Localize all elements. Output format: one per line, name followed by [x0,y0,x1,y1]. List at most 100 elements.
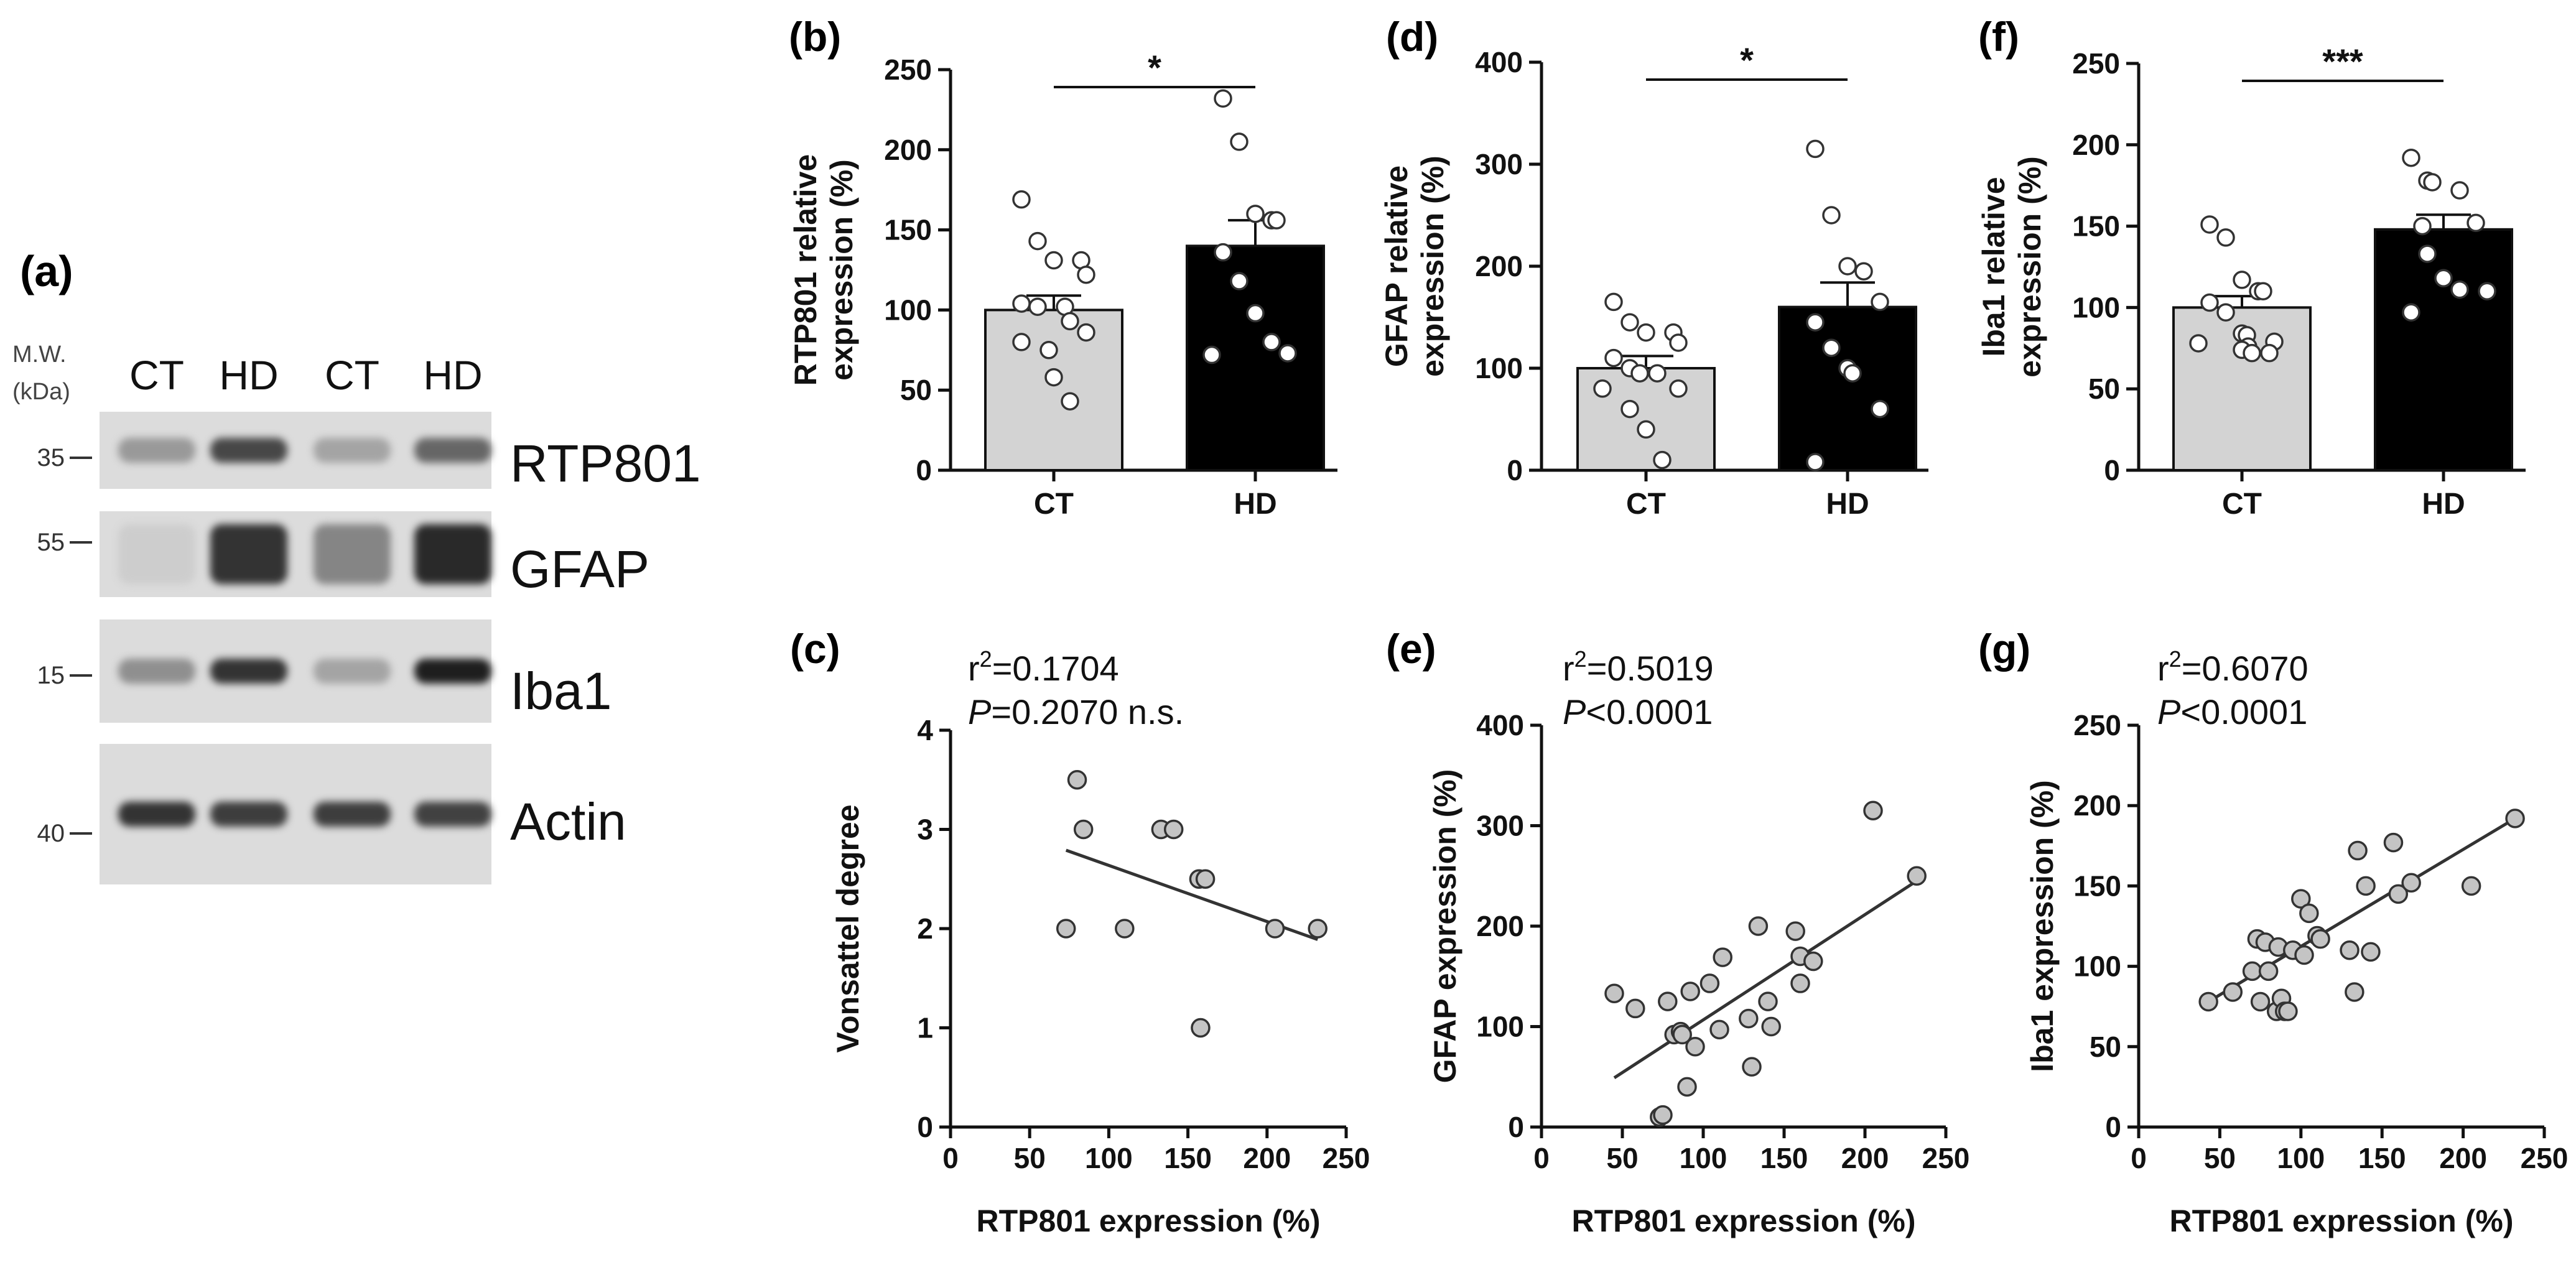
x-tick-label: CT [1626,488,1666,521]
y-tick-label: 50 [900,374,932,406]
y-tick-label: 200 [1476,910,1524,942]
data-point [1803,951,1823,972]
x-tick-label: 200 [1841,1142,1889,1174]
blot-band [118,802,195,827]
x-tick-label: 100 [2277,1142,2325,1174]
y-tick-label: 50 [2090,1031,2121,1063]
regression-line [1613,879,1918,1079]
data-point [2233,271,2251,289]
x-tick-label: 100 [1680,1142,1727,1174]
blot-band [210,438,287,463]
data-point [2450,280,2469,299]
bar-hd [1778,305,1917,471]
chart-b: (b) 0 50 100 150 200 250 RTP801 relativeexpres… [788,14,1337,521]
data-point [1843,364,1862,383]
x-tick-label: HD [1826,488,1869,521]
lane-labels: CT HD CT HD [129,352,483,398]
mw-header: M.W. [12,341,67,368]
data-point [1669,379,1688,398]
data-point [2189,334,2208,353]
data-point [2200,293,2219,312]
data-point [2254,282,2272,300]
data-point [2299,903,2319,924]
x-tick-label: 50 [1606,1142,1638,1174]
r-squared-value: =0.5019 [1587,649,1714,688]
y-axis-label-line: GFAP relative [1379,165,1414,367]
p-value-text: <0.0001 [1586,692,1713,731]
mw-marker: 55 [37,529,65,556]
data-point [2402,303,2420,322]
y-tick-label: 150 [2072,210,2120,243]
blot-band [314,659,391,684]
mw-marker: 35 [37,444,65,471]
data-point [2200,215,2219,234]
y-tick-label: 0 [916,454,932,486]
data-point [1677,1077,1697,1097]
p-value-text: <0.0001 [2180,692,2307,731]
p-symbol: P [1563,692,1586,731]
blot-band [210,659,287,684]
data-point [1680,981,1700,1001]
data-point [1077,323,1095,342]
y-tick-label: 250 [2072,47,2120,80]
y-tick-label: 250 [884,53,932,86]
data-point [1822,338,1841,357]
chart-f: (f) 0 50 100 150 200 250 Iba1 relativeexpressi… [1976,14,2526,521]
bar-hd [2374,228,2513,471]
data-point [1246,304,1265,323]
data-point [2348,840,2368,861]
data-point [2467,213,2485,233]
data-point [1115,919,1135,939]
p-symbol: P [968,692,991,731]
data-point [2216,228,2235,247]
r-squared-symbol: r [1563,649,1574,688]
data-point [1863,800,1883,821]
y-tick-label: 100 [2073,950,2121,983]
x-axis-label: RTP801 expression (%) [2170,1204,2514,1238]
data-point [2260,343,2279,363]
y-axis-label: Iba1 relativeexpression (%) [1976,156,2047,378]
blot-band [118,438,195,463]
data-point [1713,947,1732,967]
data-point [1637,323,1655,342]
p-value: P=0.2070 n.s. [968,692,1184,731]
panel-e-label: (e) [1386,626,1436,672]
blot-row: 15 Iba1 [37,619,612,723]
r-squared-value: =0.6070 [2182,649,2309,688]
mw-marker: 15 [37,662,65,689]
data-point [1620,313,1639,332]
data-point [2450,181,2469,200]
data-point [1214,89,1232,108]
data-point [1195,869,1216,889]
data-point [1191,1018,1211,1038]
y-tick-label: 2 [917,912,933,945]
x-tick-label: 0 [942,1142,959,1174]
panel-d-label: (d) [1386,14,1438,60]
data-point [1761,1016,1781,1037]
data-point [1806,139,1825,159]
x-tick-label: HD [1234,488,1276,521]
panel-f-label: (f) [1978,14,2019,60]
data-point [1685,1037,1705,1057]
data-point [2258,961,2279,981]
significance-marker: *** [2322,42,2363,81]
y-tick-label: 0 [1508,1111,1524,1143]
x-tick-label: HD [2422,488,2465,521]
data-point [2243,343,2261,363]
data-point [1278,344,1297,363]
x-tick-label: 200 [2439,1142,2487,1174]
data-point [1028,297,1047,316]
bar-ct [984,309,1123,471]
r-squared-exponent: 2 [2169,646,2182,672]
data-point [1758,991,1778,1011]
panel-g-label: (g) [1978,626,2030,672]
data-point [1267,211,1286,230]
data-point [1230,132,1248,151]
panel-b-label: (b) [789,14,841,60]
data-point [1785,921,1805,941]
mw-unit: (kDa) [12,379,70,405]
p-value: P<0.0001 [1563,692,1713,731]
data-point [1871,292,1889,312]
x-tick-label: 250 [1922,1142,1970,1174]
